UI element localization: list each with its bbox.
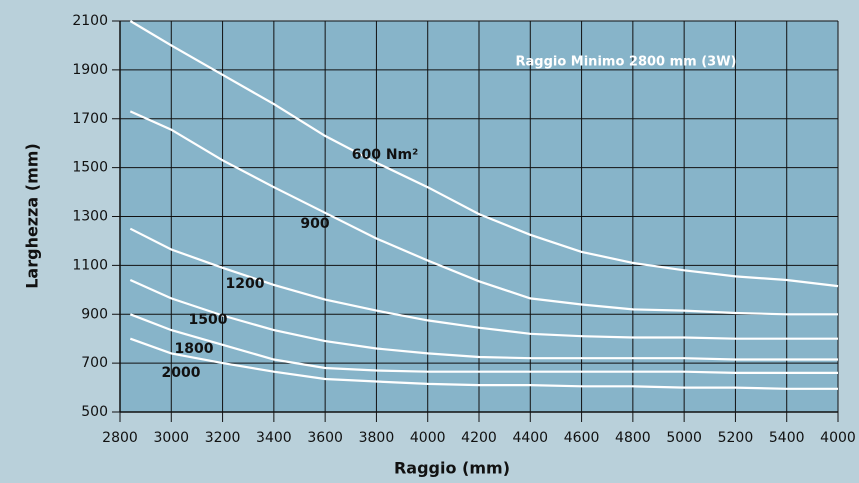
y-tick-label: 500 (81, 404, 108, 420)
curve (129, 313, 838, 374)
x-tick-label: 4400 (512, 430, 548, 446)
x-tick-label: 3800 (359, 430, 395, 446)
curve-label: 1800 (175, 341, 214, 357)
y-tick-label: 2100 (72, 13, 108, 29)
y-tick-label: 1900 (72, 62, 108, 78)
y-tick-label: 1700 (72, 111, 108, 127)
curve-label: 1500 (189, 312, 228, 328)
x-tick-label: 5200 (718, 430, 754, 446)
curve-label: 600 Nm² (352, 147, 419, 163)
x-tick-label: 4800 (615, 430, 651, 446)
x-tick-label: 4000 (410, 430, 446, 446)
x-tick-label: 4000 (820, 430, 856, 446)
y-tick-label: 900 (81, 306, 108, 322)
curve (129, 227, 838, 340)
curve (129, 110, 838, 316)
x-tick-label: 5400 (769, 430, 805, 446)
y-tick-label: 1500 (72, 160, 108, 176)
curve-label: 900 (300, 216, 329, 232)
x-tick-label: 4600 (564, 430, 600, 446)
x-axis-title: Raggio (mm) (394, 459, 510, 478)
x-tick-label: 3400 (256, 430, 292, 446)
x-tick-label: 3000 (153, 430, 189, 446)
x-tick-label: 4200 (461, 430, 497, 446)
x-tick-label: 3200 (205, 430, 241, 446)
annotation: Raggio Minimo 2800 mm (3W) (515, 55, 736, 70)
curve (129, 337, 838, 390)
y-axis-title: Larghezza (mm) (23, 143, 42, 289)
x-tick-label: 2800 (102, 430, 138, 446)
y-tick-label: 1100 (72, 257, 108, 273)
x-tick-label: 3600 (307, 430, 343, 446)
curve (129, 20, 839, 288)
curve-label: 1200 (226, 276, 265, 292)
x-tick-label: 5000 (666, 430, 702, 446)
curve-label: 2000 (162, 365, 201, 381)
y-tick-label: 1300 (72, 209, 108, 225)
y-tick-label: 700 (81, 355, 108, 371)
curve (129, 278, 838, 361)
